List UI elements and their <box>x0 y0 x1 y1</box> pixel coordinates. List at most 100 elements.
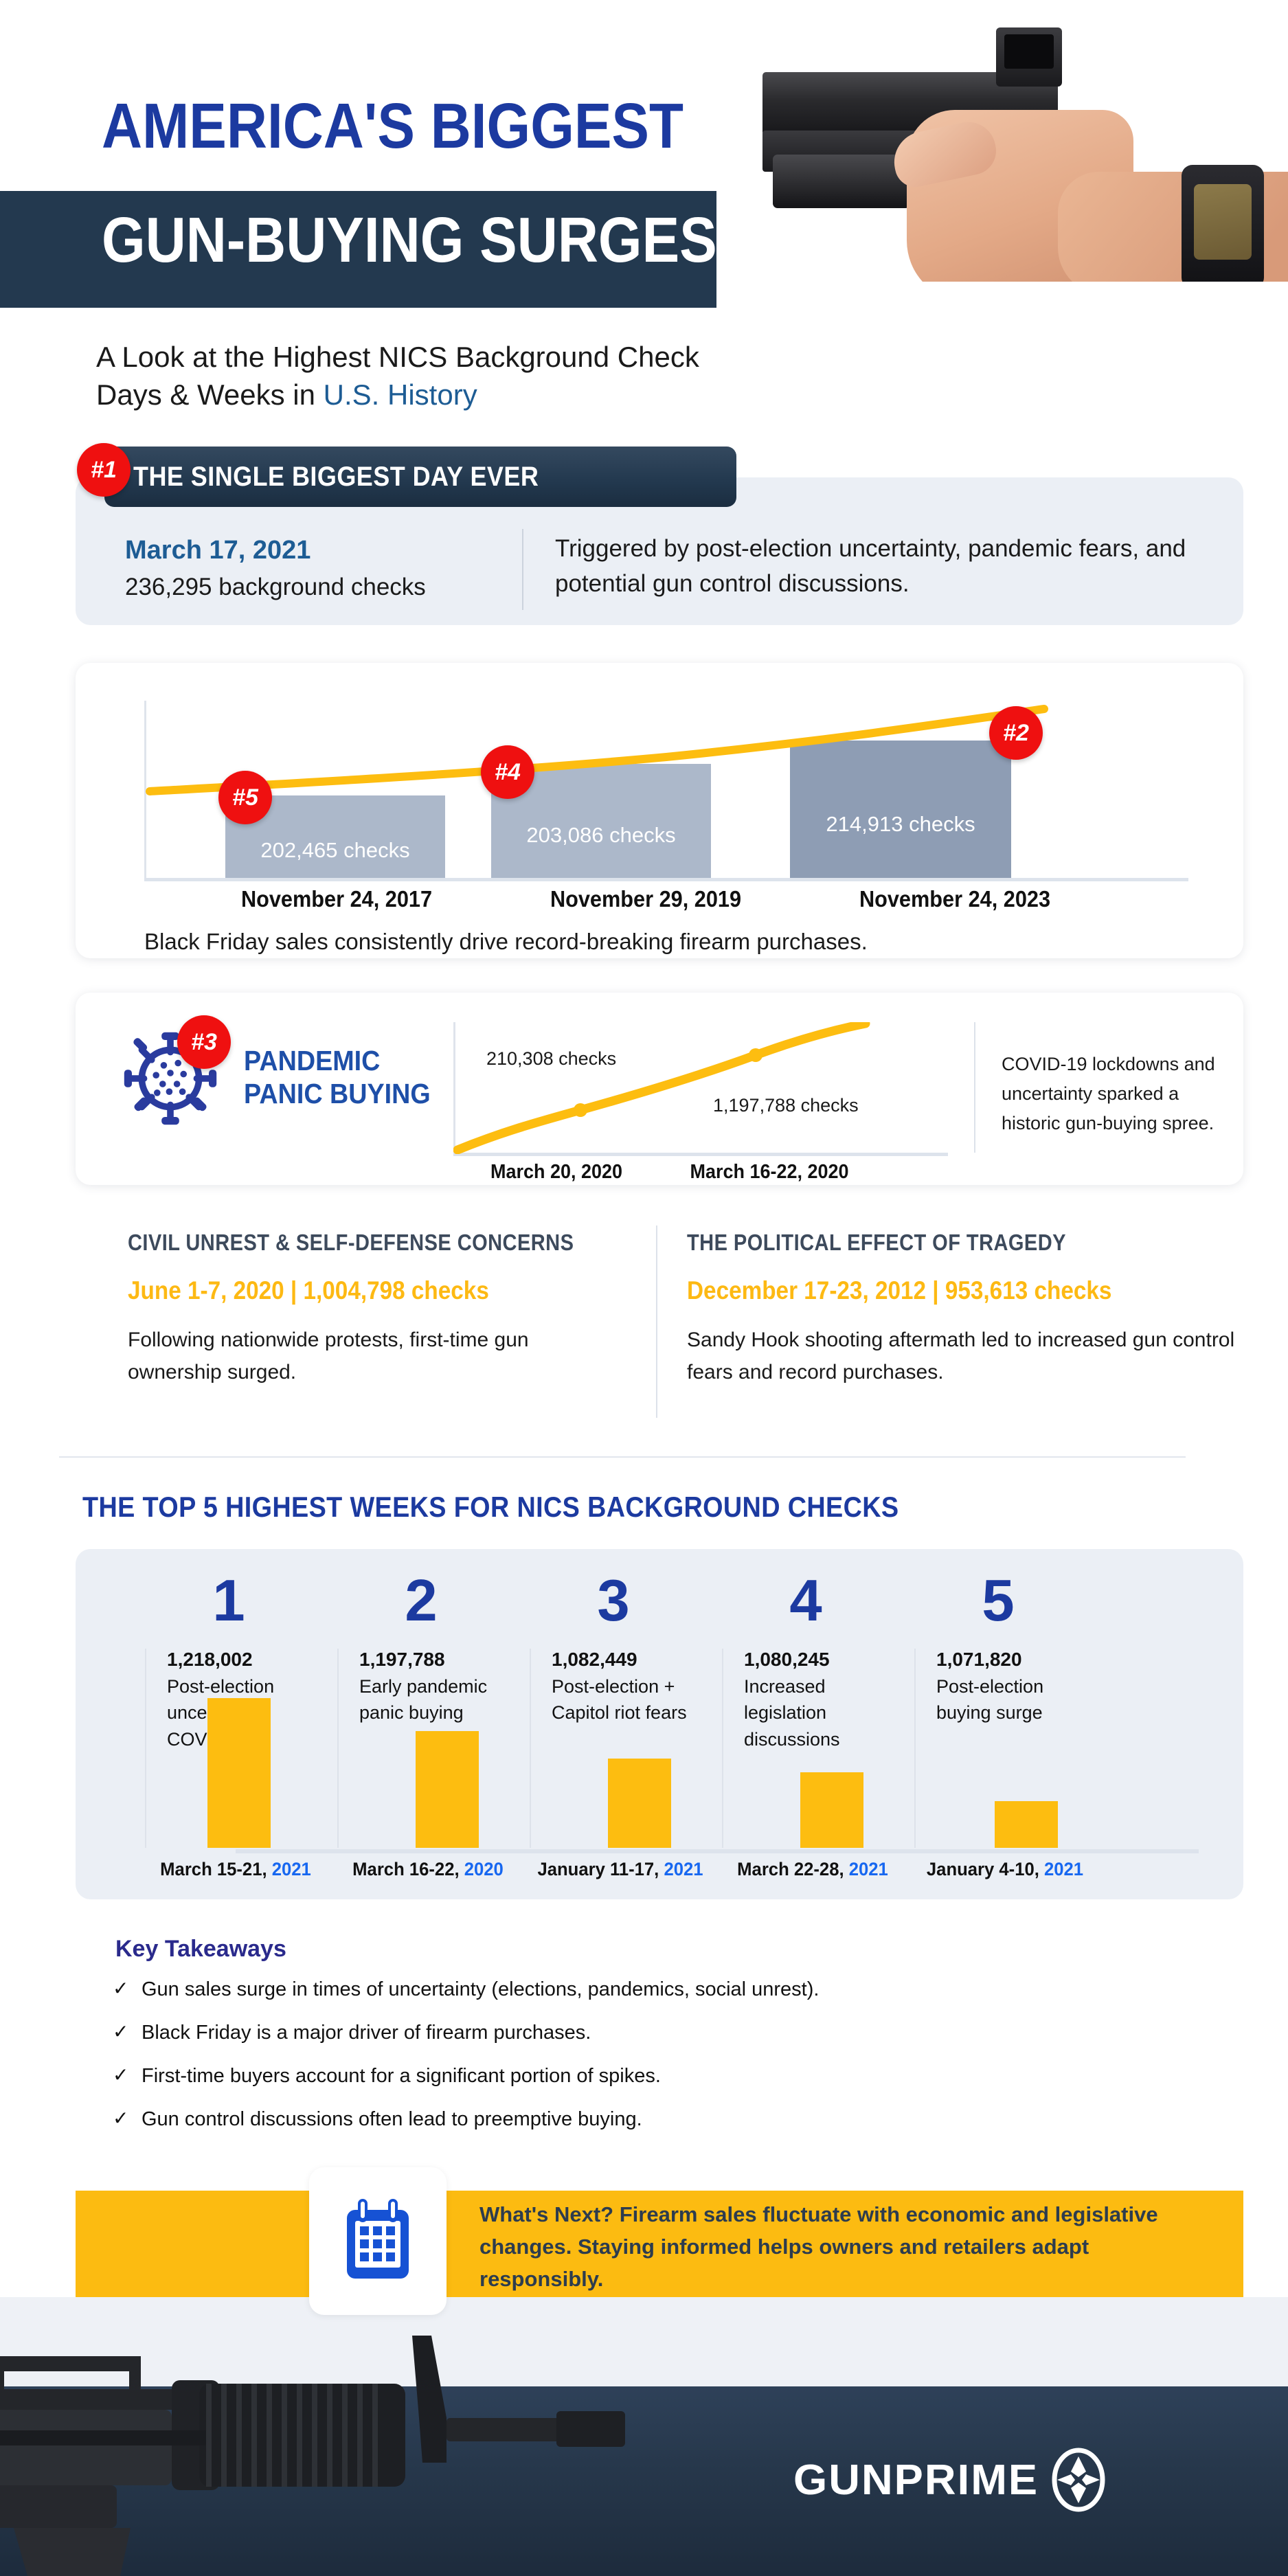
key-takeaway-item-3: ✓ First-time buyers account for a signif… <box>113 2064 1172 2088</box>
top5-date-text-5: January 4-10, <box>926 1859 1045 1879</box>
top5-number-1: 1,218,002 <box>167 1649 253 1670</box>
section-one-left: March 17, 2021 236,295 background checks <box>125 536 482 601</box>
pistol-photo <box>701 7 1288 282</box>
logo-text: GUNPRIME <box>793 2456 1039 2504</box>
bf-y-axis <box>144 701 146 879</box>
rank-badge-2: #2 <box>989 706 1043 760</box>
subtitle-line1: A Look at the Highest NICS Background Ch… <box>96 341 699 373</box>
top5-body-4: 1,080,245 Increased legislation discussi… <box>744 1649 902 1752</box>
top5-desc-2: Early pandemic panic buying <box>359 1676 488 1724</box>
civil-unrest-text: Following nationwide protests, first-tim… <box>128 1329 529 1383</box>
calendar-icon <box>347 2198 409 2279</box>
top5-rank-col-2: 2 <box>325 1572 517 1634</box>
top5-rank-3: 3 <box>597 1568 630 1634</box>
political-effect-column: THE POLITICAL EFFECT OF TRAGEDY December… <box>687 1230 1264 1388</box>
pd-x-labels: March 20, 2020 March 16-22, 2020 <box>453 1161 975 1188</box>
rank-badge-3: #3 <box>177 1015 231 1069</box>
section-one-description: Triggered by post-election uncertainty, … <box>555 535 1186 597</box>
pandemic-chart: 210,308 checks 1,197,788 checks <box>453 1022 948 1156</box>
top5-heading: THE TOP 5 HIGHEST WEEKS FOR NICS BACKGRO… <box>82 1491 899 1523</box>
top5-axis <box>236 1849 1199 1853</box>
bf-trend-line <box>146 705 1048 795</box>
pd-x-label-high: March 16-22, 2020 <box>690 1161 849 1183</box>
key-takeaway-text-3: First-time buyers account for a signific… <box>142 2065 661 2087</box>
top5-date-text-4: March 22-28, <box>737 1859 849 1879</box>
political-effect-text: Sandy Hook shooting aftermath led to inc… <box>687 1329 1235 1383</box>
top5-date-text-2: March 16-22, <box>352 1859 464 1879</box>
bf-x-label-2: November 24, 2023 <box>859 886 1051 912</box>
top5-rank-5: 5 <box>982 1568 1015 1634</box>
top5-date-1: March 15-21, 2021 <box>144 1859 327 1880</box>
key-takeaway-item-4: ✓ Gun control discussions often lead to … <box>113 2108 1172 2131</box>
top5-rank-2: 2 <box>405 1568 438 1634</box>
top5-separator-3 <box>722 1649 723 1848</box>
top5-date-5: January 4-10, 2021 <box>914 1859 1096 1880</box>
key-takeaway-item-2: ✓ Black Friday is a major driver of fire… <box>113 2021 1172 2044</box>
page-title-line1: AMERICA'S BIGGEST <box>102 90 684 161</box>
pd-x-label-low: March 20, 2020 <box>490 1161 622 1183</box>
check-icon: ✓ <box>113 2021 129 2042</box>
bf-x-axis <box>144 878 1188 881</box>
bf-bar-label-1: 203,086 checks <box>526 823 676 848</box>
banner-icon-box <box>309 2167 447 2315</box>
section-one-checks: 236,295 background checks <box>125 574 426 600</box>
top5-bar-5 <box>995 1801 1058 1848</box>
top5-year-2: 2020 <box>464 1859 504 1879</box>
bf-bar-label-0: 202,465 checks <box>260 838 410 863</box>
top5-date-3: January 11-17, 2021 <box>529 1859 712 1880</box>
top5-year-3: 2021 <box>664 1859 703 1879</box>
top5-number-5: 1,071,820 <box>936 1649 1022 1670</box>
key-takeaway-text-4: Gun control discussions often lead to pr… <box>142 2108 642 2130</box>
pd-label-low: 210,308 checks <box>486 1048 617 1069</box>
rifle-photo <box>0 2336 625 2576</box>
top5-separator-2 <box>530 1649 531 1848</box>
weapon-light <box>773 155 910 208</box>
top5-desc-4: Increased legislation discussions <box>744 1676 840 1750</box>
pandemic-title-line2: PANIC BUYING <box>244 1078 431 1110</box>
top5-bar-4 <box>800 1772 863 1848</box>
top5-year-1: 2021 <box>271 1859 311 1879</box>
pd-label-high: 1,197,788 checks <box>713 1095 859 1116</box>
rank-badge-4: #4 <box>481 745 534 799</box>
section-one-divider <box>522 529 523 610</box>
wristwatch <box>1182 165 1264 282</box>
pd-x-axis <box>453 1153 948 1156</box>
top5-separator-1 <box>337 1649 339 1848</box>
footer-light-strip <box>0 2297 1288 2386</box>
top5-separator-4 <box>914 1649 916 1848</box>
top5-bar-3 <box>608 1759 671 1848</box>
top5-date-text-3: January 11-17, <box>537 1859 664 1879</box>
title-band <box>0 191 716 308</box>
top5-date-2: March 16-22, 2020 <box>337 1859 519 1880</box>
bf-x-label-1: November 29, 2019 <box>550 886 742 912</box>
civil-unrest-heading: CIVIL UNREST & SELF-DEFENSE CONCERNS <box>128 1230 574 1255</box>
header: AMERICA'S BIGGEST GUN-BUYING SURGES <box>0 0 1288 323</box>
section-rule <box>59 1456 1186 1458</box>
top5-rank-col-4: 4 <box>710 1572 902 1634</box>
bf-bar-label-2: 214,913 checks <box>826 812 975 836</box>
key-takeaway-text-2: Black Friday is a major driver of firear… <box>142 2022 591 2044</box>
red-dot-sight-icon <box>996 27 1062 87</box>
whats-next-banner <box>76 2191 1243 2297</box>
top5-number-3: 1,082,449 <box>552 1649 637 1670</box>
bf-bar-1: 203,086 checks <box>491 764 711 878</box>
top5-rank-4: 4 <box>789 1568 822 1634</box>
top5-date-4: March 22-28, 2021 <box>721 1859 904 1880</box>
pandemic-title: PANDEMIC PANIC BUYING <box>244 1044 431 1111</box>
subtitle-link[interactable]: U.S. History <box>323 379 477 411</box>
banner-text: What's Next? Firearm sales fluctuate wit… <box>479 2202 1158 2292</box>
section-one-pill-label: THE SINGLE BIGGEST DAY EVER <box>133 461 539 492</box>
top5-date-text-1: March 15-21, <box>160 1859 272 1879</box>
rank-badge-5: #5 <box>218 771 272 824</box>
check-icon: ✓ <box>113 2064 129 2086</box>
top5-year-4: 2021 <box>848 1859 888 1879</box>
top5-number-2: 1,197,788 <box>359 1649 445 1670</box>
subtitle-line2: Days & Weeks in <box>96 379 324 411</box>
gunprime-logo: GUNPRIME <box>793 2447 1107 2513</box>
crosshair-icon <box>1052 2448 1105 2512</box>
key-takeaway-text-1: Gun sales surge in times of uncertainty … <box>142 1978 820 2000</box>
key-takeaway-item-1: ✓ Gun sales surge in times of uncertaint… <box>113 1978 1172 2001</box>
check-icon: ✓ <box>113 1978 129 1999</box>
top5-rank-col-5: 5 <box>902 1572 1094 1634</box>
